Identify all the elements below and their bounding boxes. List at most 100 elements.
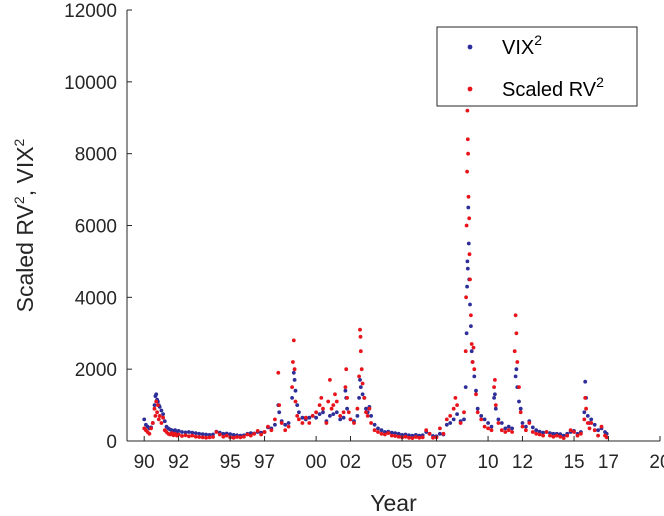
data-point: [510, 430, 514, 434]
data-point: [345, 406, 349, 411]
data-point: [154, 392, 159, 397]
data-point: [466, 241, 471, 246]
data-point: [524, 424, 528, 429]
data-point: [589, 421, 594, 425]
data-point: [147, 431, 152, 436]
data-point: [372, 422, 377, 427]
data-point: [583, 396, 588, 400]
data-point: [352, 421, 356, 425]
data-point: [575, 433, 580, 438]
data-point: [286, 421, 291, 425]
x-tick-label: 02: [340, 452, 361, 473]
data-point: [604, 435, 609, 440]
data-point: [599, 424, 604, 429]
data-point: [142, 417, 147, 422]
x-tick-label: 90: [134, 452, 155, 473]
data-point: [515, 360, 520, 364]
data-point: [358, 378, 362, 382]
y-tick-label: 8000: [75, 145, 117, 166]
data-point: [295, 414, 300, 418]
data-point: [489, 424, 494, 429]
data-point: [161, 412, 166, 416]
data-point: [262, 430, 267, 434]
data-point: [266, 424, 270, 429]
data-point: [396, 431, 401, 436]
data-point: [360, 381, 365, 386]
data-point: [467, 216, 472, 221]
data-point: [537, 429, 542, 434]
y-axis-title: Scaled RV2, VIX2: [11, 138, 38, 312]
data-point: [467, 252, 472, 257]
data-point: [462, 417, 466, 422]
data-point: [465, 266, 470, 271]
data-point: [493, 378, 497, 382]
data-point: [389, 430, 394, 435]
x-tick-label: 20: [649, 452, 664, 473]
data-point: [486, 426, 490, 431]
data-point: [583, 379, 588, 384]
data-point: [441, 431, 446, 436]
data-point: [355, 406, 360, 411]
data-point: [242, 434, 246, 439]
data-point: [187, 430, 191, 434]
data-point: [455, 403, 459, 407]
plot-area: 90 92 95 97 00 02 05 07 10 12 15 17 20 0 2000 4000 6000…: [64, 1, 664, 473]
y-tick-label: 4000: [75, 288, 117, 309]
data-point: [492, 396, 496, 400]
data-point: [365, 414, 370, 418]
data-point: [468, 277, 472, 282]
data-point: [510, 426, 514, 431]
data-point: [328, 414, 332, 418]
legend-label-scaled-rv: Scaled RV2: [502, 74, 604, 101]
data-point: [472, 374, 477, 379]
data-point: [346, 410, 351, 415]
data-point: [293, 388, 298, 393]
data-point: [596, 433, 600, 438]
legend-label-scaled-rv-name: Scaled RV: [502, 79, 597, 101]
data-point: [458, 421, 463, 425]
x-tick-label: 05: [392, 452, 413, 473]
data-point: [453, 396, 458, 400]
data-point: [589, 417, 594, 422]
data-point: [153, 414, 158, 418]
data-point: [579, 431, 583, 436]
data-point: [362, 396, 367, 400]
data-point: [364, 410, 368, 415]
data-point: [482, 424, 487, 429]
data-point: [463, 385, 468, 389]
data-point: [152, 403, 157, 407]
data-point: [214, 430, 219, 434]
data-point: [407, 435, 411, 440]
data-point: [499, 428, 504, 433]
data-point: [259, 432, 263, 437]
data-point: [551, 434, 556, 439]
data-point: [513, 374, 518, 379]
data-point: [300, 415, 305, 420]
data-point: [369, 421, 373, 425]
data-point: [568, 428, 573, 433]
data-point: [585, 421, 590, 425]
data-point: [183, 430, 188, 435]
data-point: [548, 433, 552, 438]
data-point: [376, 426, 380, 431]
y-axis-title-sup-2: 2: [11, 138, 27, 146]
data-point: [431, 435, 435, 440]
data-point: [283, 428, 288, 433]
data-point: [295, 403, 300, 407]
data-point: [379, 431, 384, 436]
data-point: [471, 345, 476, 350]
data-point: [358, 349, 363, 354]
y-tick-label: 6000: [75, 217, 117, 238]
data-point: [333, 392, 337, 397]
data-point: [503, 430, 508, 434]
data-point: [355, 414, 360, 418]
data-point: [276, 370, 281, 375]
data-point: [314, 415, 318, 420]
data-point: [474, 388, 478, 393]
data-point: [448, 421, 453, 425]
data-point: [277, 410, 282, 415]
data-point: [291, 370, 296, 375]
data-point: [513, 313, 518, 318]
data-point: [561, 436, 566, 440]
